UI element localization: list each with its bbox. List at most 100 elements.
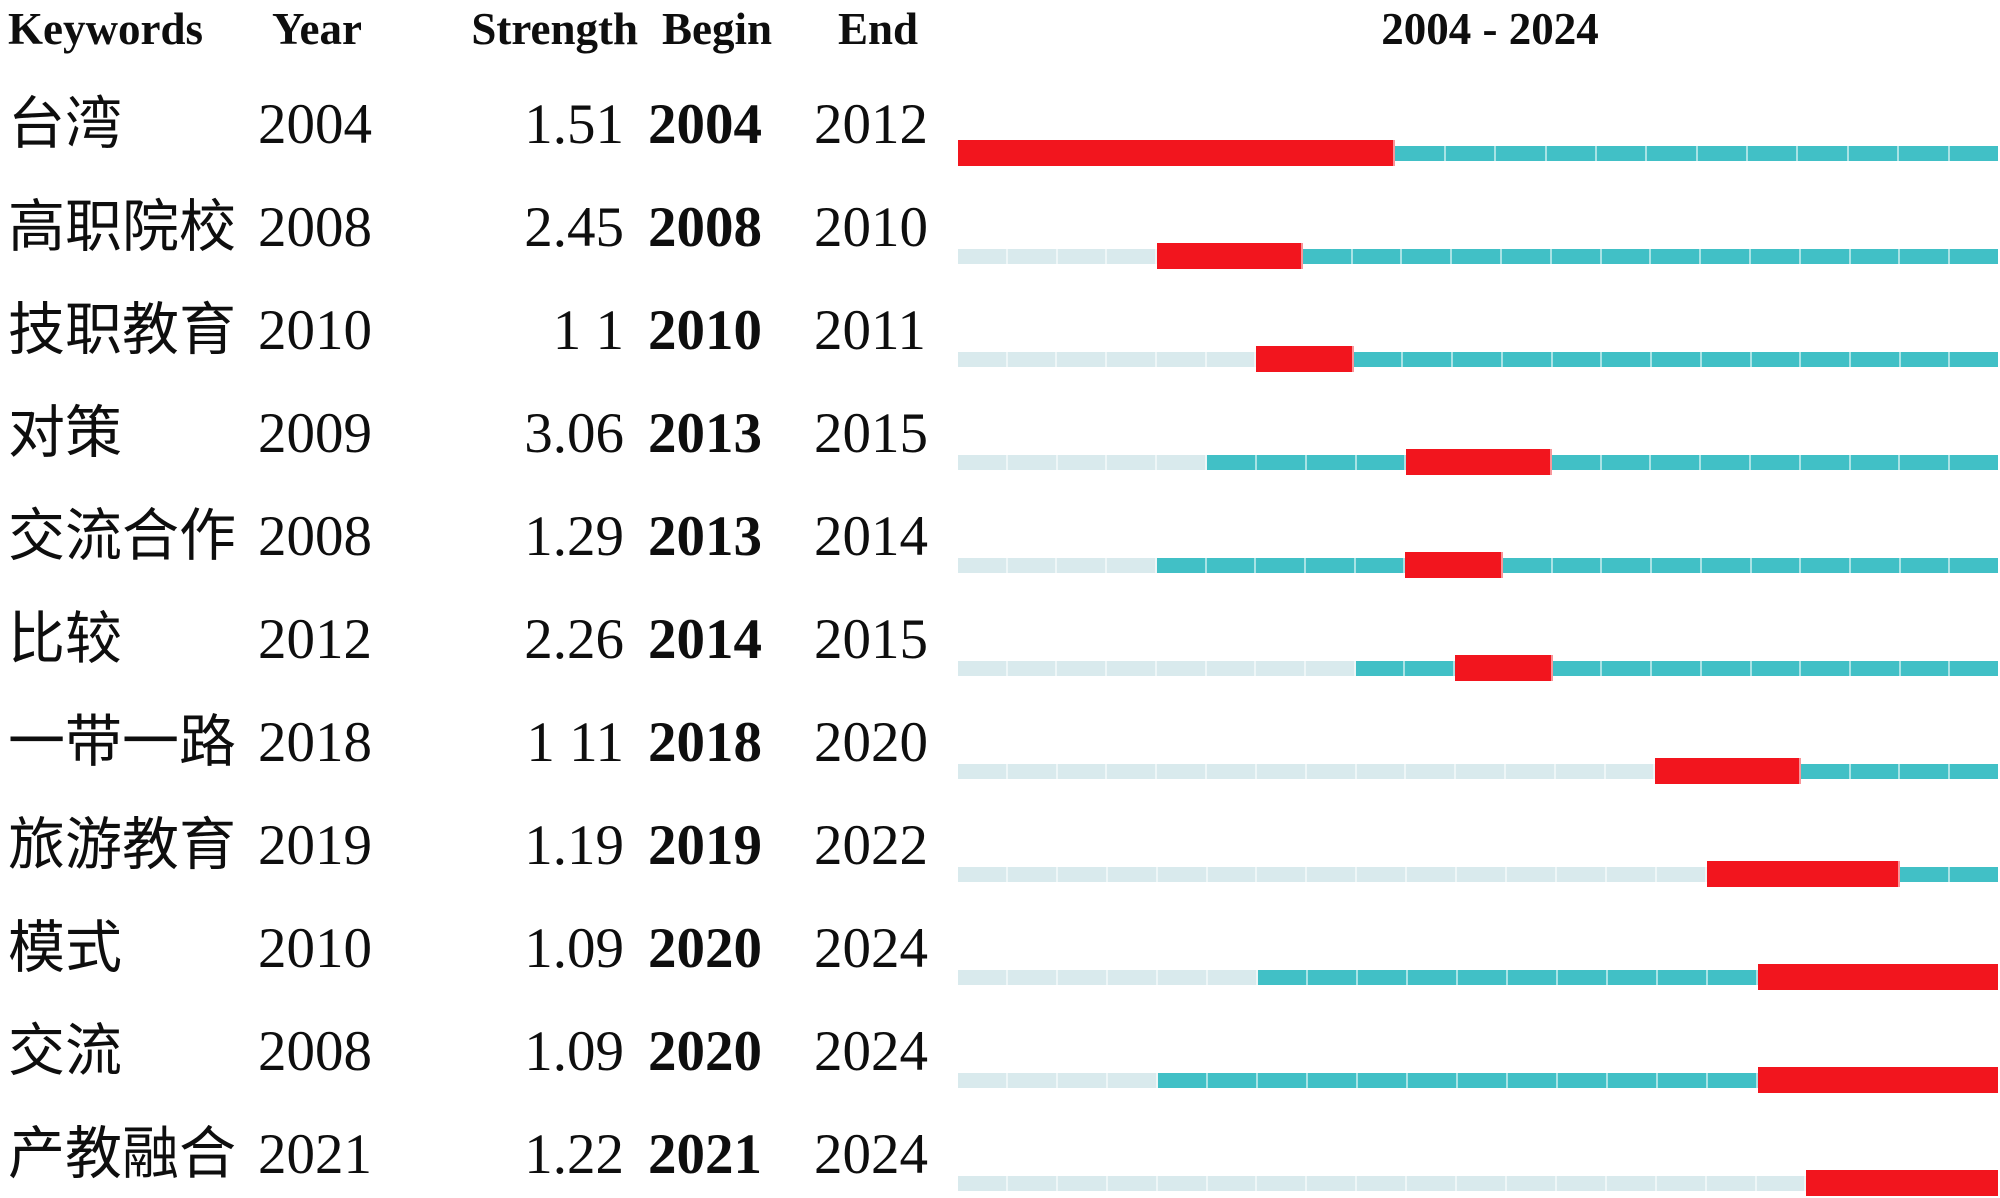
pre-year-segment (1057, 557, 1108, 573)
table-row: 模式 2010 1.09 2020 2024 (0, 882, 2000, 990)
keyword-label: 台湾 (8, 93, 122, 156)
burst-end-value: 2012 (814, 93, 928, 156)
pre-year-segment (1007, 660, 1058, 676)
active-year-segment (1352, 248, 1403, 264)
pre-year-segment (1208, 969, 1258, 985)
active-year-segment (1647, 145, 1698, 161)
pre-year-segment (1007, 557, 1058, 573)
active-year-segment (1602, 660, 1653, 676)
keyword-label: 模式 (8, 917, 122, 980)
active-year-segment (1405, 660, 1456, 676)
pre-year-segment (1007, 763, 1058, 779)
pre-year-segment (1506, 866, 1557, 882)
timeline-bar (958, 1168, 1999, 1198)
timeline-cell (958, 676, 1999, 784)
pre-year-segment (1407, 1175, 1458, 1191)
pre-year-segment (1107, 557, 1157, 573)
keyword-label: 一带一路 (8, 711, 236, 774)
col-header-end: End (838, 3, 919, 54)
keyword-label: 比较 (8, 608, 122, 671)
burst-year-segment (1850, 861, 1901, 887)
active-year-segment (1900, 454, 1951, 470)
col-header-year-range: 2004 - 2024 (1381, 3, 1599, 54)
pre-year-segment (1007, 1175, 1058, 1191)
pre-year-segment (1357, 1175, 1408, 1191)
active-year-segment (1502, 557, 1553, 573)
burst-begin-value: 2014 (648, 608, 762, 671)
active-year-segment (1850, 557, 1901, 573)
burst-begin-value: 2018 (648, 711, 762, 774)
burst-begin-value: 2008 (648, 196, 762, 259)
active-year-segment (1608, 1072, 1658, 1088)
first-year-value: 2009 (258, 402, 372, 465)
active-year-segment (1697, 145, 1748, 161)
active-year-segment (1751, 660, 1802, 676)
timeline-cell (958, 779, 1999, 887)
active-year-segment (1850, 248, 1901, 264)
active-year-segment (1608, 969, 1658, 985)
pre-year-segment (1057, 866, 1108, 882)
pre-year-segment (1107, 866, 1158, 882)
pre-year-segment (1057, 660, 1108, 676)
burst-year-segment (1304, 346, 1354, 372)
burst-year-segment (1205, 243, 1253, 269)
table-row: 交流 2008 1.09 2020 2024 (0, 985, 2000, 1093)
burst-begin-value: 2019 (648, 814, 762, 877)
strength-value: 1.22 (524, 1123, 624, 1186)
active-year-segment (1601, 248, 1652, 264)
table-body: 台湾 2004 1.51 2004 2012 高职院校 2008 2.45 2008 2010 技职… (0, 58, 2000, 1196)
burst-year-segment (1758, 964, 1806, 990)
active-year-segment (1158, 1072, 1208, 1088)
active-year-segment (1208, 1072, 1258, 1088)
active-year-segment (1302, 248, 1353, 264)
burst-year-segment (1103, 140, 1152, 166)
active-year-segment (1708, 1072, 1758, 1088)
burst-year-segment (1405, 552, 1454, 578)
active-year-segment (1458, 969, 1508, 985)
pre-year-segment (1406, 763, 1457, 779)
burst-year-segment (1902, 1067, 1950, 1093)
burst-begin-value: 2004 (648, 93, 762, 156)
burst-year-segment (1703, 758, 1751, 784)
burst-year-segment (958, 140, 1007, 166)
burst-begin-value: 2010 (648, 299, 762, 362)
active-year-segment (1355, 660, 1406, 676)
table-row: 一带一路 2018 1 11 2018 2020 (0, 676, 2000, 784)
timeline-bar (958, 138, 1998, 168)
first-year-value: 2010 (258, 299, 372, 362)
pre-year-segment (1256, 763, 1307, 779)
keyword-label: 高职院校 (8, 196, 236, 259)
table-header: Keywords Year Strength Begin End 2004 - … (0, 0, 2000, 58)
burst-year-segment (1902, 964, 1950, 990)
pre-year-segment (1057, 351, 1108, 367)
active-year-segment (1256, 454, 1307, 470)
active-year-segment (1445, 145, 1497, 161)
timeline-cell (958, 264, 1999, 372)
active-year-segment (1356, 454, 1407, 470)
active-year-segment (1602, 351, 1653, 367)
timeline-cell (958, 470, 1999, 578)
timeline-bar (958, 241, 1999, 271)
active-year-segment (1358, 969, 1408, 985)
col-header-strength: Strength (471, 3, 638, 54)
active-year-segment (1207, 454, 1257, 470)
active-year-segment (1900, 557, 1951, 573)
pre-year-segment (1606, 1175, 1657, 1191)
active-year-segment (1850, 454, 1901, 470)
active-year-segment (1801, 557, 1851, 573)
pre-year-segment (1307, 1175, 1358, 1191)
table-row: 对策 2009 3.06 2013 2015 (0, 367, 2000, 475)
first-year-value: 2019 (258, 814, 372, 877)
active-year-segment (1258, 969, 1308, 985)
pre-year-segment (958, 1072, 1008, 1088)
burst-end-value: 2024 (814, 1123, 928, 1186)
burst-year-segment (1950, 1067, 1998, 1093)
active-year-segment (1701, 454, 1751, 470)
pre-year-segment (1058, 969, 1108, 985)
active-year-segment (1156, 557, 1207, 573)
active-year-segment (1800, 454, 1851, 470)
active-year-segment (1308, 1072, 1358, 1088)
active-year-segment (1798, 145, 1849, 161)
strength-value: 1.29 (524, 505, 624, 568)
